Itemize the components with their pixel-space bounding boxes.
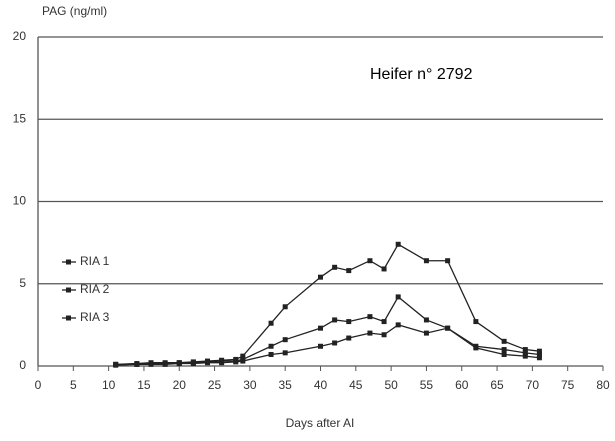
data-point [346, 268, 352, 274]
data-point [381, 319, 387, 325]
data-point [395, 294, 401, 300]
data-point [134, 361, 140, 367]
x-tick-label: 50 [384, 378, 398, 392]
legend-marker [66, 287, 71, 293]
data-point [367, 330, 373, 336]
data-point [318, 343, 323, 349]
legend-label: RIA 2 [80, 282, 110, 296]
data-point [240, 358, 246, 364]
data-point [332, 340, 338, 346]
data-point [268, 320, 274, 326]
data-point [501, 351, 507, 357]
x-tick-label: 45 [349, 378, 363, 392]
x-tick-label: 20 [173, 378, 187, 392]
y-tick-label: 15 [13, 111, 27, 125]
x-tick-label: 15 [137, 378, 151, 392]
data-point [268, 351, 274, 357]
y-tick-label: 5 [19, 276, 26, 290]
y-tick-label: 10 [13, 194, 27, 208]
data-point [536, 348, 542, 354]
legend-marker [66, 315, 71, 321]
data-point [423, 258, 429, 264]
data-point [473, 319, 479, 325]
data-point [162, 361, 168, 367]
data-point [522, 350, 528, 356]
data-point [501, 338, 507, 344]
data-point [148, 361, 154, 367]
data-point [219, 360, 225, 366]
y-axis-label: PAG (ng/ml) [42, 4, 107, 18]
data-point [445, 325, 451, 331]
x-tick-label: 75 [561, 378, 575, 392]
data-point [395, 241, 401, 247]
data-point [282, 350, 288, 356]
data-point [501, 347, 507, 353]
x-tick-label: 80 [596, 378, 610, 392]
data-point [395, 322, 401, 328]
data-point [332, 317, 338, 323]
x-tick-label: 60 [455, 378, 469, 392]
x-tick-label: 65 [490, 378, 504, 392]
data-point [536, 355, 542, 361]
data-point [381, 332, 387, 338]
y-tick-label: 0 [19, 358, 26, 372]
annotation: Heifer n° 2792 [370, 66, 473, 83]
data-point [381, 266, 387, 272]
x-tick-label: 35 [279, 378, 293, 392]
legend-marker [66, 259, 71, 265]
data-point [473, 345, 479, 351]
x-tick-label: 0 [35, 378, 42, 392]
x-tick-label: 5 [70, 378, 77, 392]
data-point [522, 353, 528, 359]
data-point [346, 319, 352, 325]
x-tick-label: 55 [420, 378, 434, 392]
data-point [268, 343, 274, 349]
y-tick-label: 20 [13, 29, 27, 43]
data-point [205, 360, 210, 366]
data-point [423, 317, 429, 323]
data-point [282, 337, 288, 343]
data-point [367, 314, 373, 320]
data-point [346, 335, 352, 341]
series-line [115, 295, 540, 366]
x-tick-label: 25 [208, 378, 222, 392]
data-point [113, 362, 119, 368]
data-point [176, 361, 182, 367]
data-point [522, 347, 528, 353]
legend-label: RIA 1 [80, 254, 110, 268]
data-point [318, 325, 323, 331]
data-point [332, 264, 338, 270]
data-point [282, 304, 288, 310]
x-tick-label: 40 [314, 378, 328, 392]
data-point [240, 353, 246, 359]
data-point [233, 359, 239, 365]
x-tick-label: 10 [102, 378, 116, 392]
data-point [318, 274, 323, 280]
data-point [367, 258, 373, 264]
data-point [190, 361, 196, 367]
data-point [445, 258, 451, 264]
x-axis-label: Days after AI [286, 416, 355, 430]
x-tick-label: 30 [243, 378, 257, 392]
x-tick-label: 70 [526, 378, 540, 392]
data-point [536, 351, 542, 357]
data-point [423, 330, 429, 336]
legend-label: RIA 3 [80, 310, 110, 324]
